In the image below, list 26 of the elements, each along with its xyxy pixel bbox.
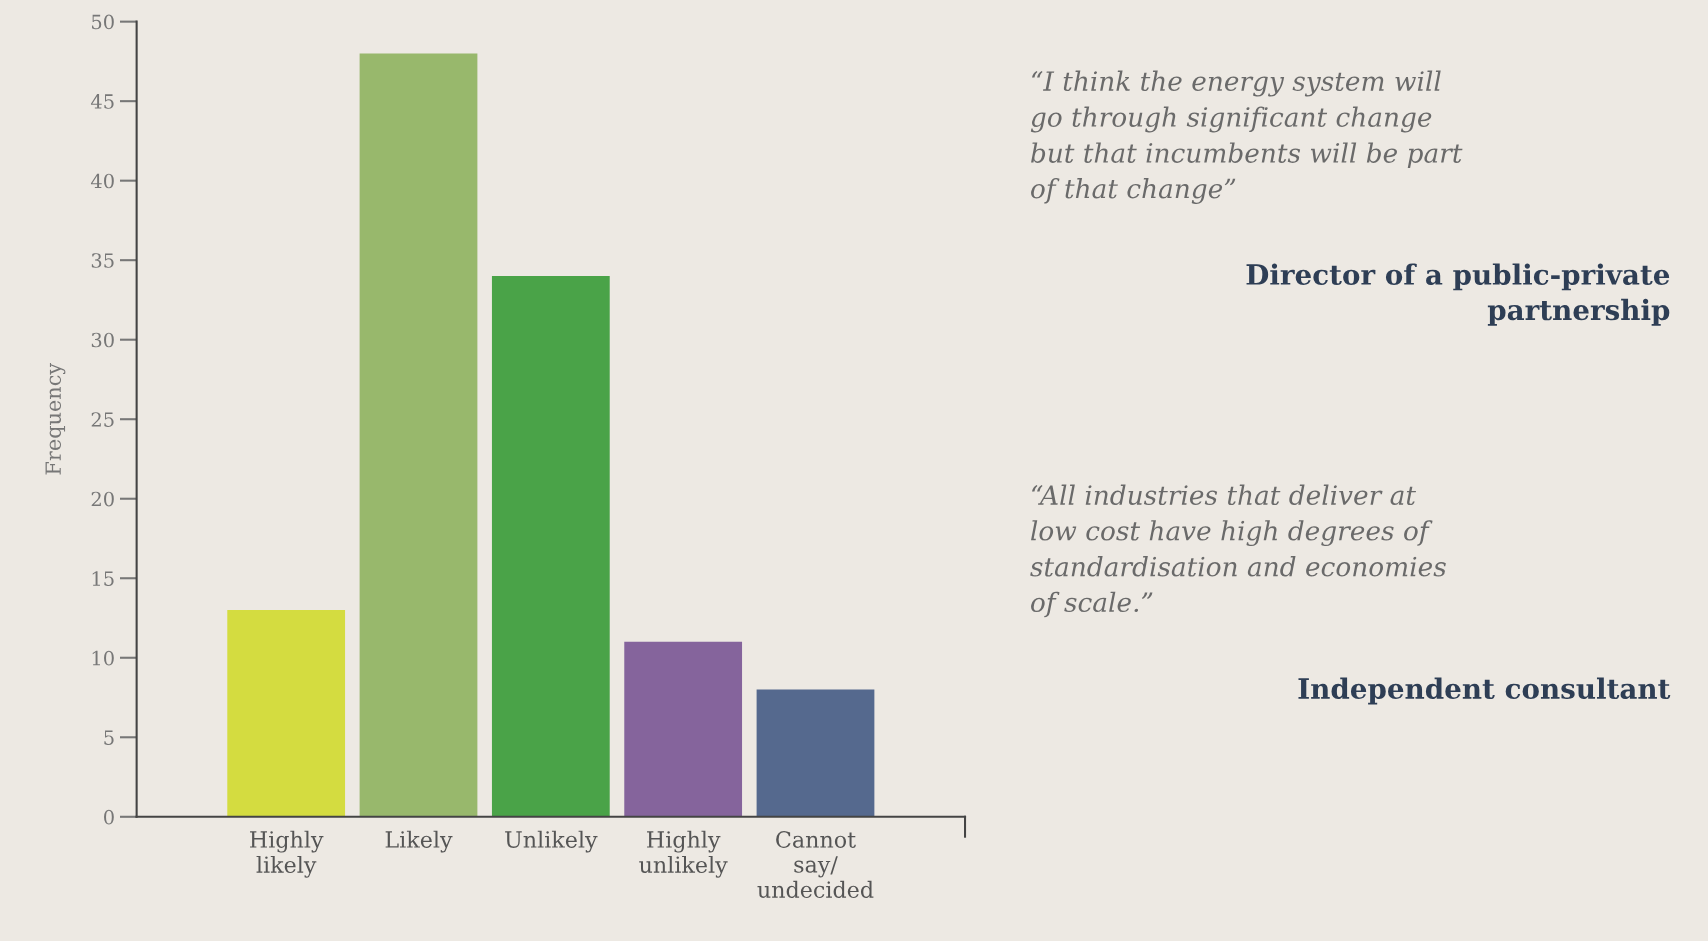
x-tick-label: Unlikely	[505, 830, 598, 853]
y-tick-label: 20	[91, 491, 114, 507]
text: “I think the energy system will go through significant change but that incumbents will be part of that change”	[1030, 70, 1463, 204]
y-tick-label: 40	[90, 173, 114, 189]
bar	[756, 689, 875, 817]
y-tick-label: 0	[104, 809, 114, 825]
bar	[359, 53, 478, 817]
x-tick-label: Likely	[385, 830, 453, 853]
x-tick-label: Highly unlikely	[639, 830, 728, 878]
y-tick-label: 10	[92, 650, 114, 666]
y-tick-label: 45	[90, 94, 114, 109]
bar	[624, 641, 743, 817]
text: Director of a public-private partnership	[1246, 263, 1670, 326]
bar	[227, 610, 346, 817]
y-tick-label: 5	[104, 730, 114, 745]
y-tick-label: 35	[91, 253, 114, 268]
y-tick-label: 15	[92, 571, 114, 586]
y-tick-label: 30	[91, 332, 114, 348]
y-axis-title: Frequency	[45, 362, 66, 475]
text: “All industries that deliver at low cost have high degrees of standardisation and economies of scale.”	[1030, 484, 1446, 618]
y-tick-label: 50	[92, 14, 114, 30]
bar	[491, 276, 610, 817]
y-tick-label: 25	[91, 412, 114, 427]
text: Independent consultant	[1298, 677, 1671, 705]
x-tick-label: Highly likely	[250, 830, 324, 878]
x-tick-label: Cannot say/ undecided	[757, 831, 874, 898]
